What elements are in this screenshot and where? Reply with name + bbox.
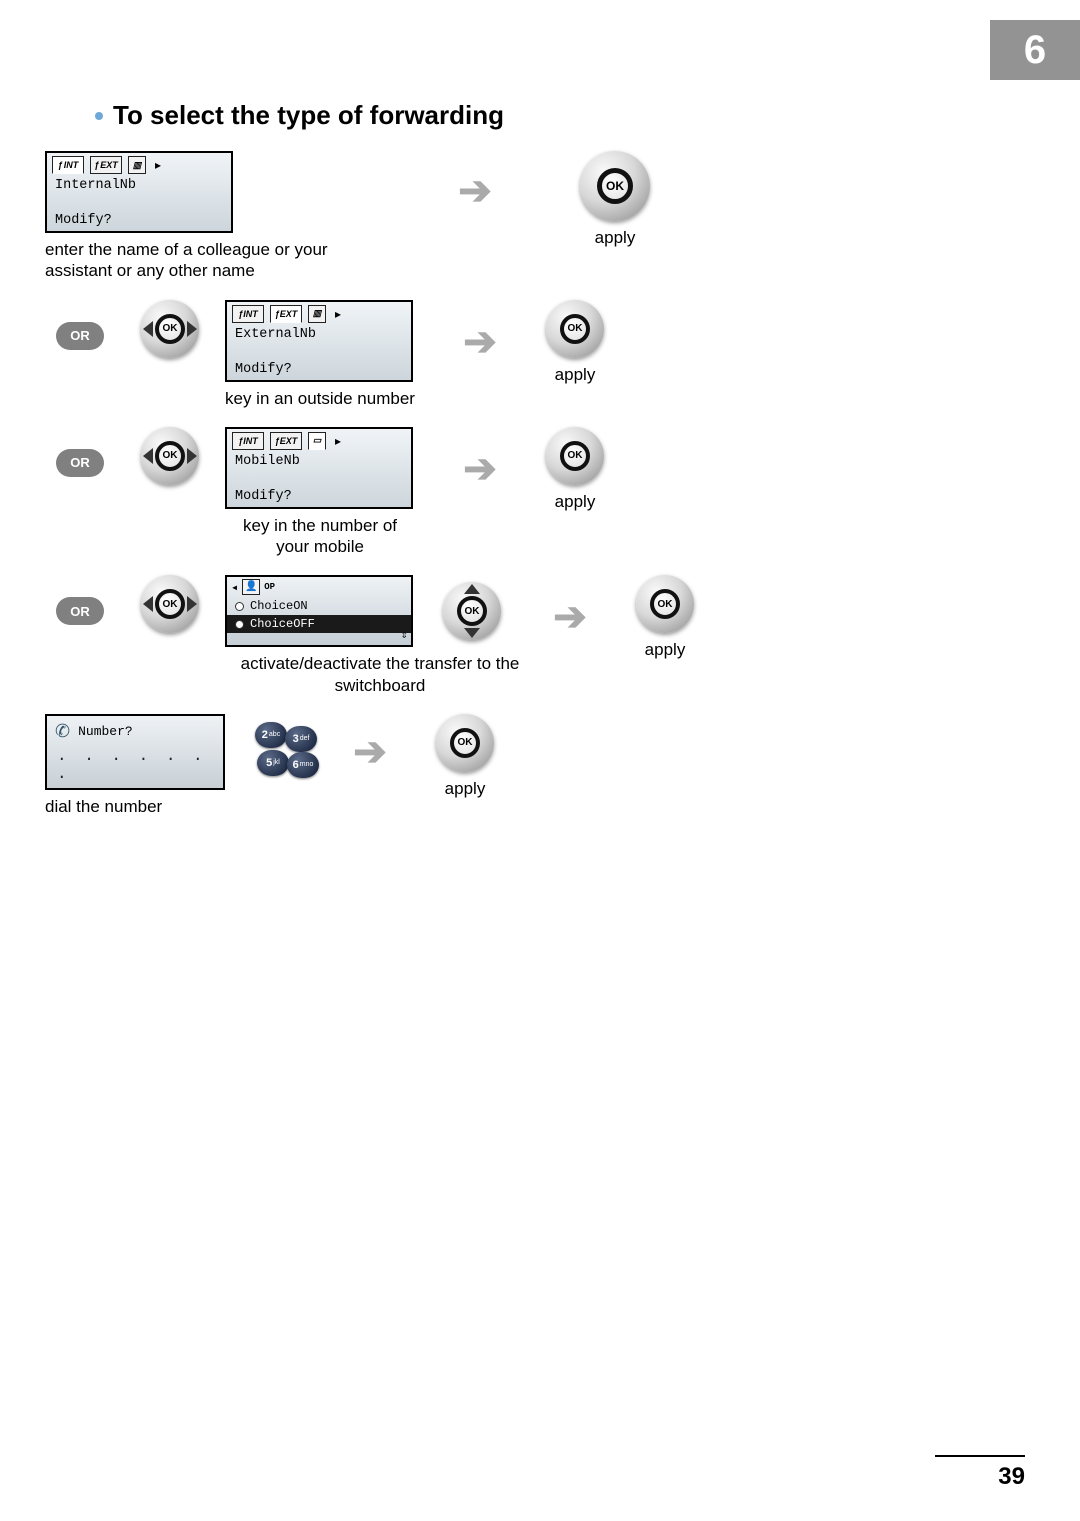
caption-internal: enter the name of a colleague or your as… xyxy=(45,239,385,282)
tab-operator-icon: 👤 xyxy=(242,579,260,595)
tab-int: ƒINT xyxy=(52,156,84,174)
or-pill: OR xyxy=(56,449,104,477)
tab-int: ƒINT xyxy=(232,305,264,323)
ok-updown-button[interactable]: OK xyxy=(443,582,501,640)
tab-ext: ƒEXT xyxy=(270,432,302,450)
tab-more-icon: ▸ xyxy=(335,434,341,448)
ok-navigate-button[interactable]: OK xyxy=(141,300,199,358)
caption-mobile: key in the number of your mobile xyxy=(225,515,415,558)
screen-internal: ƒINT ƒEXT ▥ ▸ InternalNb Modify? xyxy=(45,151,233,233)
tab-more-icon: ▸ xyxy=(335,307,341,321)
caption-apply: apply xyxy=(445,778,486,799)
caption-apply: apply xyxy=(595,227,636,248)
caption-external: key in an outside number xyxy=(225,388,415,409)
number-dots: . . . . . . . xyxy=(47,747,223,783)
tab-op-label: OP xyxy=(264,582,275,592)
chapter-tab: 6 xyxy=(990,20,1080,80)
screen-external: ƒINT ƒEXT ▥ ▸ ExternalNb Modify? xyxy=(225,300,413,382)
screen-line1: MobileNb xyxy=(227,450,411,469)
arrow-icon: ➔ xyxy=(463,322,497,362)
ok-navigate-button[interactable]: OK xyxy=(141,575,199,633)
screen-mobile: ƒINT ƒEXT ▭ ▸ MobileNb Modify? xyxy=(225,427,413,509)
row-external: OR OK ƒINT ƒEXT ▥ ▸ ExternalNb Modify? k… xyxy=(45,300,945,409)
tab-list-icon: ▥ xyxy=(128,156,146,174)
screen-number: ✆ Number? . . . . . . . xyxy=(45,714,225,790)
tab-more-icon: ▸ xyxy=(155,158,161,172)
handset-icon: ✆ xyxy=(55,721,70,742)
row-dial: ✆ Number? . . . . . . . dial the number … xyxy=(45,714,945,817)
scroll-icon: ⇕ xyxy=(401,627,408,642)
screen-line1: ExternalNb xyxy=(227,323,411,342)
screen-line2: Modify? xyxy=(235,362,292,377)
arrow-icon: ➔ xyxy=(553,597,587,637)
tab-list-icon: ▥ xyxy=(308,305,326,323)
caption-apply: apply xyxy=(555,364,596,385)
or-pill: OR xyxy=(56,322,104,350)
ok-button[interactable]: OK xyxy=(636,575,694,633)
tab-back-icon: ◂ xyxy=(231,580,238,595)
caption-dial: dial the number xyxy=(45,796,162,817)
arrow-icon: ➔ xyxy=(458,171,492,211)
ok-button[interactable]: OK xyxy=(580,151,650,221)
tab-mobile-icon: ▭ xyxy=(308,432,326,450)
caption-switchboard: activate/deactivate the transfer to the … xyxy=(225,653,535,696)
caption-apply: apply xyxy=(555,491,596,512)
tab-int: ƒINT xyxy=(232,432,264,450)
row-mobile: OR OK ƒINT ƒEXT ▭ ▸ MobileNb Modify? key… xyxy=(45,427,945,558)
screen-line2: Modify? xyxy=(55,213,112,228)
screen-line1: InternalNb xyxy=(47,174,231,193)
row-switchboard: OR OK ◂ 👤 OP ChoiceON ChoiceOFF ⇕ xyxy=(45,575,945,696)
content-area: To select the type of forwarding ƒINT ƒE… xyxy=(45,100,945,835)
section-title: To select the type of forwarding xyxy=(113,100,504,131)
screen-choice: ◂ 👤 OP ChoiceON ChoiceOFF ⇕ xyxy=(225,575,413,647)
choice-off: ChoiceOFF xyxy=(227,615,411,633)
arrow-icon: ➔ xyxy=(353,732,387,772)
ok-button[interactable]: OK xyxy=(546,300,604,358)
caption-apply: apply xyxy=(645,639,686,660)
tab-ext: ƒEXT xyxy=(270,305,302,323)
bullet-icon xyxy=(95,112,103,120)
ok-navigate-button[interactable]: OK xyxy=(141,427,199,485)
page-number: 39 xyxy=(935,1455,1025,1491)
choice-on: ChoiceON xyxy=(227,597,411,615)
tab-ext: ƒEXT xyxy=(90,156,122,174)
section-heading: To select the type of forwarding xyxy=(95,100,945,131)
number-prompt: Number? xyxy=(78,724,133,739)
or-pill: OR xyxy=(56,597,104,625)
keypad-icon: 2abc 3def 5jkl 6mno xyxy=(255,722,325,780)
row-internal: ƒINT ƒEXT ▥ ▸ InternalNb Modify? enter t… xyxy=(45,151,945,282)
ok-button[interactable]: OK xyxy=(436,714,494,772)
ok-button[interactable]: OK xyxy=(546,427,604,485)
screen-line2: Modify? xyxy=(235,489,292,504)
arrow-icon: ➔ xyxy=(463,449,497,489)
